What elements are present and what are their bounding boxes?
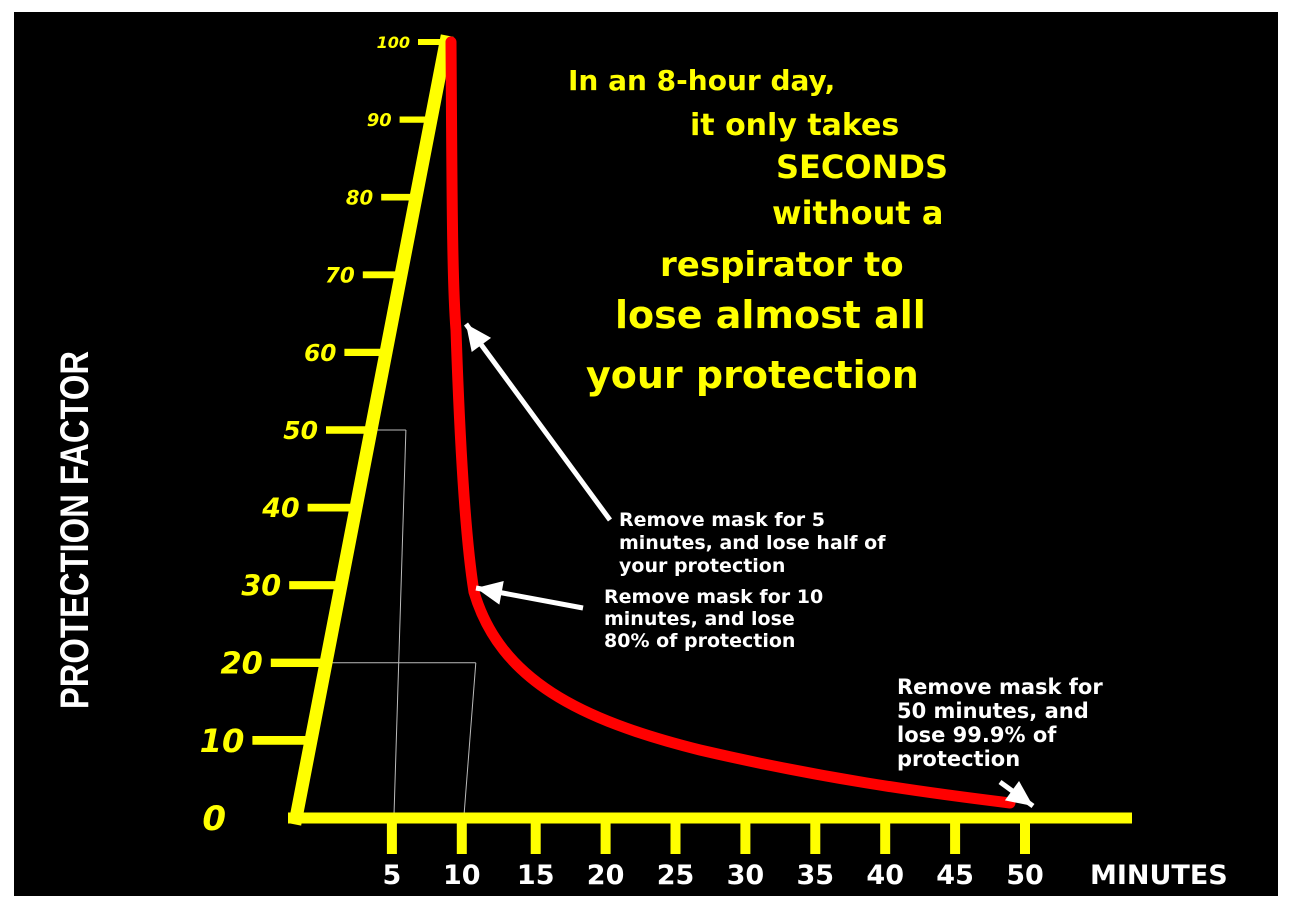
y-tick-label: 40 bbox=[261, 493, 299, 524]
guide-vertical bbox=[393, 429, 407, 819]
arrow-50min-head bbox=[1004, 781, 1033, 806]
headline: In an 8-hour day, it only takes SECONDS wit… bbox=[568, 64, 948, 397]
headline-line: without a bbox=[772, 194, 943, 232]
x-tick-label: 25 bbox=[657, 860, 695, 891]
y-tick-label: 100 bbox=[377, 33, 410, 52]
y-tick-label: 50 bbox=[283, 416, 318, 445]
arrow-5min bbox=[463, 322, 613, 522]
y-tick-label: 30 bbox=[241, 568, 281, 602]
headline-line: lose almost all bbox=[615, 293, 926, 337]
x-tick-label: 10 bbox=[443, 860, 481, 891]
x-tick-label: 35 bbox=[797, 860, 835, 891]
arrow-10min-head bbox=[476, 580, 504, 605]
x-ticks: 5 10 15 20 25 30 35 40 45 50 bbox=[383, 818, 1044, 891]
annotation-text: your protection bbox=[619, 555, 785, 577]
y-axis-label: PROTECTION FACTOR bbox=[52, 351, 97, 709]
y-tick-label: 10 bbox=[200, 722, 245, 760]
protection-curve bbox=[445, 36, 1016, 809]
headline-line: it only takes bbox=[690, 108, 899, 143]
y-tick-label: 90 bbox=[367, 110, 392, 131]
y-ticks: 0 10 20 30 40 50 60 70 80 90 100 bbox=[200, 33, 446, 839]
x-axis-label: MINUTES bbox=[1090, 860, 1228, 891]
y-tick-label: 80 bbox=[346, 186, 373, 209]
x-tick-label: 30 bbox=[727, 860, 765, 891]
arrow-5min-head bbox=[466, 324, 492, 353]
y-tick-label: 0 bbox=[202, 799, 226, 839]
annotation-text: minutes, and lose bbox=[604, 608, 795, 630]
annotation-text: Remove mask for bbox=[897, 675, 1103, 699]
annotation-text: Remove mask for 10 bbox=[604, 586, 823, 608]
annotation-text: 80% of protection bbox=[604, 630, 795, 652]
x-tick-label: 45 bbox=[936, 860, 974, 891]
headline-line: your protection bbox=[586, 353, 919, 397]
headline-line: In an 8-hour day, bbox=[568, 64, 835, 97]
y-tick-label: 60 bbox=[304, 340, 336, 367]
x-tick-label: 20 bbox=[587, 860, 625, 891]
annotation-text: protection bbox=[897, 747, 1020, 771]
x-tick-label: 5 bbox=[383, 860, 402, 891]
guide-vertical bbox=[463, 662, 477, 819]
y-tick-label: 70 bbox=[325, 264, 355, 289]
annotation-text: lose 99.9% of bbox=[897, 723, 1057, 747]
annotation-text: 50 minutes, and bbox=[897, 699, 1089, 723]
x-tick-label: 15 bbox=[517, 860, 555, 891]
chart-background bbox=[14, 12, 1278, 896]
y-tick-label: 20 bbox=[221, 647, 263, 682]
annotation-text: Remove mask for 5 bbox=[619, 509, 825, 531]
annotation-arrows bbox=[463, 322, 1035, 809]
headline-line: SECONDS bbox=[776, 148, 948, 186]
guide-lines bbox=[326, 429, 477, 819]
x-tick-label: 50 bbox=[1006, 860, 1044, 891]
headline-line: respirator to bbox=[660, 245, 904, 285]
x-tick-label: 40 bbox=[866, 860, 904, 891]
annotation-text: minutes, and lose half of bbox=[619, 532, 886, 554]
